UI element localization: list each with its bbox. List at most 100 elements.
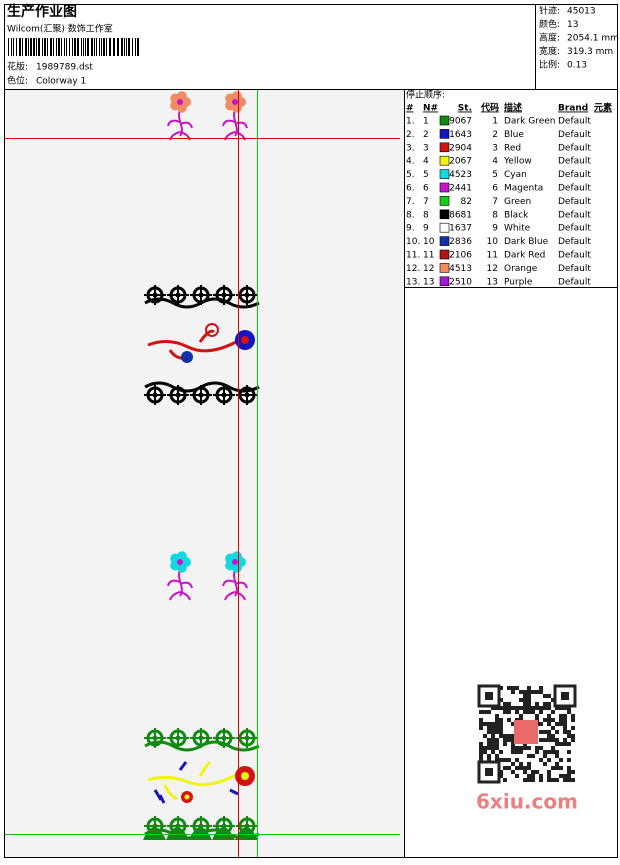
- qr-cell: [527, 746, 531, 750]
- qr-cell: [483, 722, 487, 726]
- stat-value: 319.3 mm: [567, 47, 613, 57]
- bar: [132, 38, 133, 56]
- stitches: 4523: [449, 170, 472, 180]
- stat-label: 针迹:: [539, 5, 560, 17]
- code: 3: [492, 143, 498, 153]
- qr-cell: [515, 706, 519, 710]
- qr-cell: [479, 758, 483, 762]
- qr-cell: [499, 758, 503, 762]
- qr-cell: [503, 742, 507, 746]
- qr-cell: [539, 730, 543, 734]
- qr-cell: [479, 710, 483, 714]
- brand: Default: [558, 237, 591, 247]
- lace-motif: [167, 728, 189, 748]
- qr-cell: [527, 766, 531, 770]
- brand: Default: [558, 210, 591, 220]
- row-index: 2.: [406, 130, 415, 140]
- qr-cell: [479, 754, 483, 758]
- qr-cell: [495, 726, 499, 730]
- qr-cell: [491, 722, 495, 726]
- vine: [147, 760, 239, 801]
- qr-cell: [547, 702, 551, 706]
- qr-cell: [539, 746, 543, 750]
- stem: [222, 569, 248, 601]
- column-header: 代码: [480, 102, 499, 114]
- qr-cell: [567, 742, 571, 746]
- qr-cell: [503, 702, 507, 706]
- design-file: 1989789.dst: [36, 63, 93, 73]
- qr-cell: [479, 746, 483, 750]
- bloom: [241, 772, 249, 780]
- qr-cell: [539, 690, 543, 694]
- qr-cell: [487, 722, 491, 726]
- stat-value: 45013: [567, 7, 596, 17]
- qr-cell: [483, 746, 487, 750]
- lace-motif: [236, 728, 258, 748]
- bar: [13, 38, 14, 56]
- lace-motif: [144, 816, 166, 836]
- qr-cell: [531, 710, 535, 714]
- flower-center: [177, 559, 183, 565]
- qr-cell: [515, 766, 519, 770]
- qr-cell: [567, 734, 571, 738]
- qr-cell: [495, 722, 499, 726]
- qr-cell: [523, 698, 527, 702]
- qr-cell: [559, 742, 563, 746]
- qr-cell: [567, 778, 571, 782]
- qr-cell: [539, 758, 543, 762]
- qr-cell: [555, 738, 559, 742]
- stop: 13: [423, 277, 434, 287]
- qr-cell: [551, 750, 555, 754]
- qr-cell: [523, 770, 527, 774]
- qr-cell: [483, 734, 487, 738]
- stem: [167, 569, 193, 601]
- qr-cell: [555, 750, 559, 754]
- flower-center: [177, 99, 183, 105]
- code: 11: [487, 251, 498, 261]
- qr-cell: [495, 754, 499, 758]
- color-swatch: [439, 222, 450, 233]
- brand: Default: [558, 170, 591, 180]
- qr-finder: [485, 768, 493, 776]
- lace-motif: [213, 728, 235, 748]
- brand: Default: [558, 157, 591, 167]
- qr-cell: [543, 738, 547, 742]
- bar: [30, 38, 32, 56]
- code: 2: [492, 130, 498, 140]
- qr-cell: [563, 726, 567, 730]
- qr-finder: [561, 692, 569, 700]
- petal: [176, 91, 187, 102]
- qr-cell: [523, 694, 527, 698]
- qr-cell: [567, 774, 571, 778]
- label: 花版:: [7, 61, 28, 73]
- qr-cell: [511, 690, 515, 694]
- row-index: 5.: [406, 170, 415, 180]
- bar: [99, 38, 100, 56]
- qr-cell: [547, 758, 551, 762]
- label: 色位:: [7, 75, 28, 87]
- qr-cell: [555, 762, 559, 766]
- qr-cell: [503, 778, 507, 782]
- code: 5: [492, 170, 498, 180]
- flower-center: [232, 99, 238, 105]
- bar: [36, 38, 37, 56]
- stitches: 2510: [449, 277, 472, 287]
- stitches: 2067: [449, 157, 472, 167]
- qr-cell: [519, 766, 523, 770]
- qr-cell: [571, 726, 575, 730]
- qr-cell: [563, 718, 567, 722]
- stat-label: 颜色:: [539, 18, 560, 30]
- description: Yellow: [503, 157, 532, 167]
- qr-cell: [491, 746, 495, 750]
- brand: Default: [558, 277, 591, 287]
- qr-cell: [487, 746, 491, 750]
- qr-cell: [555, 722, 559, 726]
- row-index: 10.: [406, 237, 420, 247]
- stitches: 1637: [449, 224, 472, 234]
- qr-cell: [539, 706, 543, 710]
- qr-cell: [515, 746, 519, 750]
- brand: Default: [558, 117, 591, 127]
- qr-cell: [563, 742, 567, 746]
- bar: [16, 38, 17, 56]
